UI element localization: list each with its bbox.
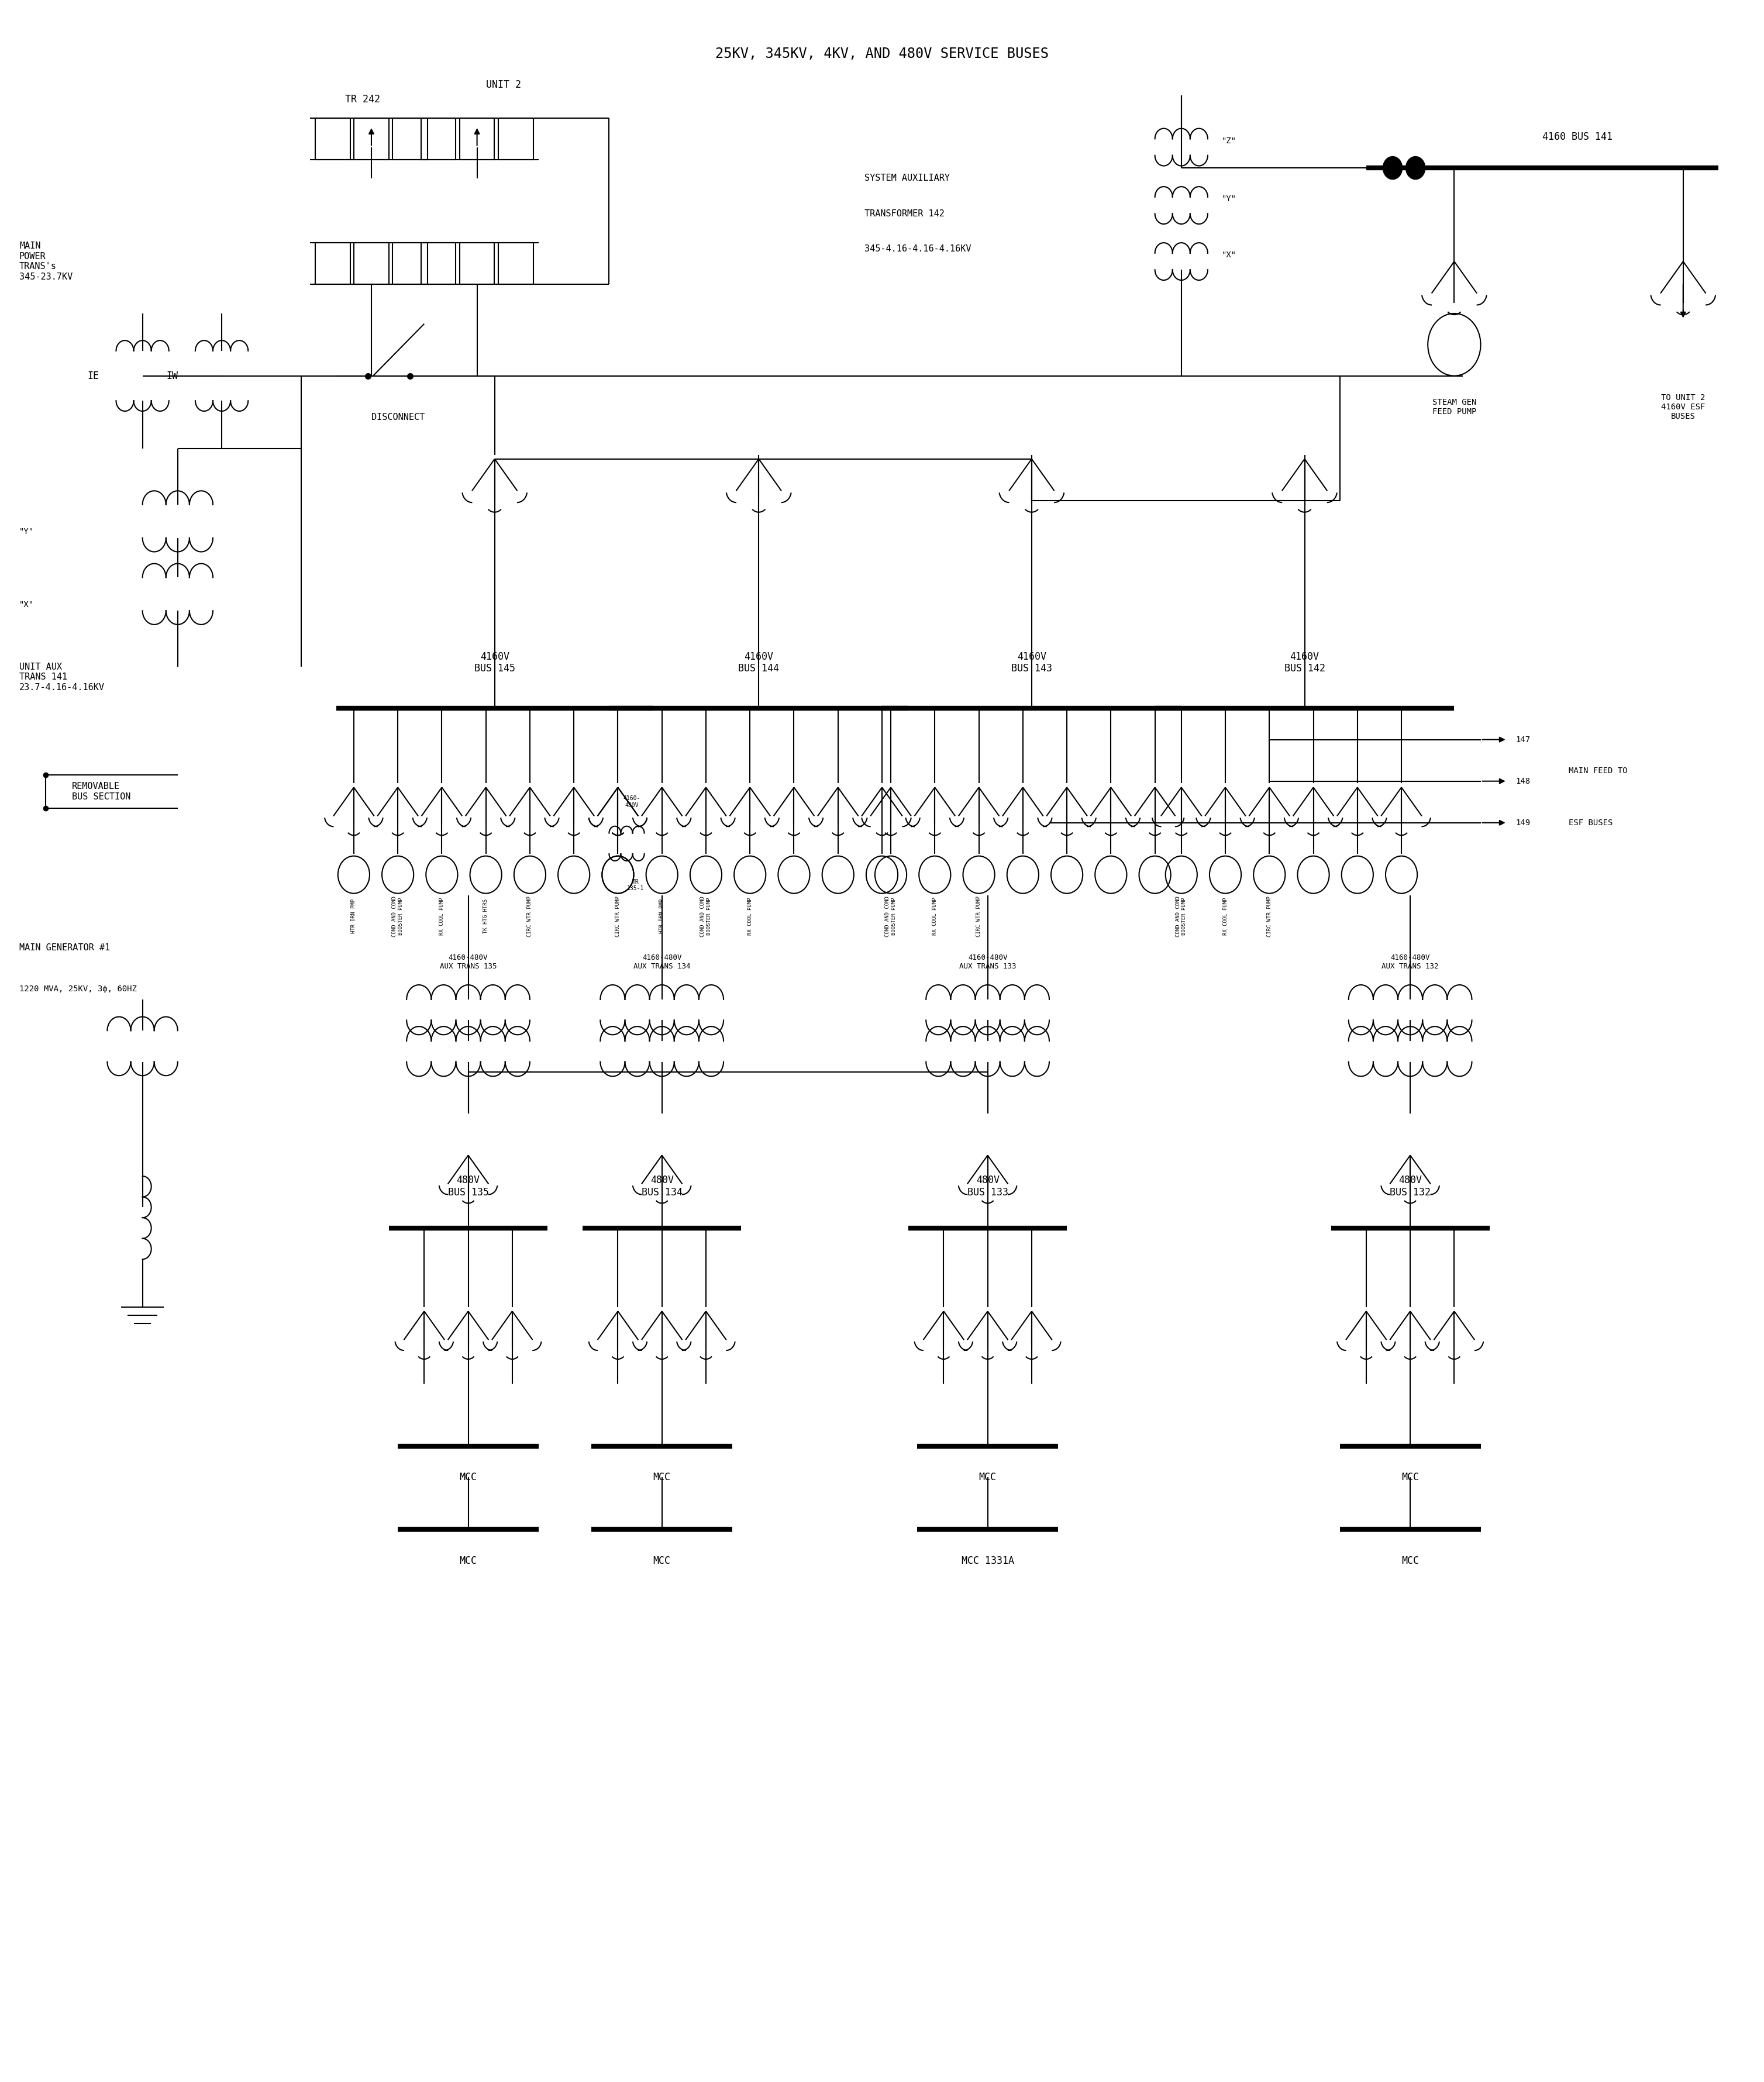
Text: MCC: MCC — [979, 1472, 997, 1482]
Text: IE: IE — [88, 371, 99, 381]
Bar — [316, 119, 349, 160]
Bar — [499, 244, 533, 285]
Bar — [460, 244, 494, 285]
Text: HTR DRN PMP: HTR DRN PMP — [351, 899, 356, 933]
Text: 4160-
480V: 4160- 480V — [623, 795, 640, 808]
Bar — [499, 119, 533, 160]
Text: 480V
BUS 134: 480V BUS 134 — [642, 1174, 683, 1197]
Text: 4160V
BUS 144: 4160V BUS 144 — [739, 652, 780, 675]
Text: ESF BUSES: ESF BUSES — [1568, 818, 1612, 827]
Text: 480V
BUS 135: 480V BUS 135 — [448, 1174, 489, 1197]
Bar — [422, 119, 455, 160]
Text: MCC: MCC — [459, 1555, 476, 1566]
Text: SYSTEM AUXILIARY: SYSTEM AUXILIARY — [864, 175, 949, 183]
Text: MCC: MCC — [1401, 1472, 1418, 1482]
Text: 345-4.16-4.16-4.16KV: 345-4.16-4.16-4.16KV — [864, 244, 972, 254]
Bar — [355, 244, 388, 285]
Text: 4160-480V
AUX TRANS 133: 4160-480V AUX TRANS 133 — [960, 954, 1016, 970]
Bar — [316, 244, 349, 285]
Text: TR
135-1: TR 135-1 — [626, 879, 644, 891]
Text: IW: IW — [166, 371, 178, 381]
Text: 149: 149 — [1515, 818, 1531, 827]
Text: 4160 BUS 141: 4160 BUS 141 — [1542, 131, 1612, 142]
Bar — [355, 119, 388, 160]
Text: TR 242: TR 242 — [346, 94, 379, 104]
Text: COND AND COND
BOOSTER PUMP: COND AND COND BOOSTER PUMP — [1175, 895, 1187, 937]
Text: MAIN GENERATOR #1: MAIN GENERATOR #1 — [19, 943, 109, 951]
Text: RX COOL PUMP: RX COOL PUMP — [1222, 897, 1228, 935]
Text: "Y": "Y" — [19, 527, 34, 535]
Circle shape — [1383, 156, 1402, 179]
Text: TRANSFORMER 142: TRANSFORMER 142 — [864, 210, 944, 219]
Text: CIRC WTR PUMP: CIRC WTR PUMP — [975, 895, 981, 937]
Text: MCC: MCC — [653, 1472, 670, 1482]
Text: 4160V
BUS 142: 4160V BUS 142 — [1284, 652, 1325, 675]
Text: 4160-480V
AUX TRANS 132: 4160-480V AUX TRANS 132 — [1381, 954, 1439, 970]
Bar — [422, 244, 455, 285]
Bar — [393, 119, 427, 160]
Text: 480V
BUS 133: 480V BUS 133 — [967, 1174, 1007, 1197]
Text: MCC: MCC — [653, 1555, 670, 1566]
Text: CIRC WTR PUMP: CIRC WTR PUMP — [1267, 895, 1272, 937]
Text: TK HTG HTRS: TK HTG HTRS — [483, 899, 489, 933]
Text: 147: 147 — [1515, 735, 1531, 743]
Text: RX COOL PUMP: RX COOL PUMP — [748, 897, 753, 935]
Text: 148: 148 — [1515, 777, 1531, 785]
Text: "X": "X" — [1222, 252, 1237, 260]
Text: MCC: MCC — [459, 1472, 476, 1482]
Text: RX COOL PUMP: RX COOL PUMP — [439, 897, 445, 935]
Text: 1220 MVA, 25KV, 3ϕ, 60HZ: 1220 MVA, 25KV, 3ϕ, 60HZ — [19, 985, 138, 993]
Text: "Z": "Z" — [1222, 137, 1237, 146]
Text: "X": "X" — [19, 600, 34, 608]
Text: 480V
BUS 132: 480V BUS 132 — [1390, 1174, 1431, 1197]
Bar — [393, 244, 427, 285]
Text: "Y": "Y" — [1222, 196, 1237, 204]
Text: COND AND COND
BOOSTER PUMP: COND AND COND BOOSTER PUMP — [392, 895, 404, 937]
Text: 4160-480V
AUX TRANS 135: 4160-480V AUX TRANS 135 — [439, 954, 497, 970]
Text: DISCONNECT: DISCONNECT — [370, 412, 425, 423]
Text: REMOVABLE
BUS SECTION: REMOVABLE BUS SECTION — [72, 783, 131, 802]
Text: TO UNIT 2
4160V ESF
BUSES: TO UNIT 2 4160V ESF BUSES — [1662, 393, 1706, 421]
Text: MCC: MCC — [1401, 1555, 1418, 1566]
Text: 4160-480V
AUX TRANS 134: 4160-480V AUX TRANS 134 — [633, 954, 690, 970]
Text: HTR DRN PMP: HTR DRN PMP — [660, 899, 665, 933]
Circle shape — [1406, 156, 1425, 179]
Text: COND AND COND
BOOSTER PUMP: COND AND COND BOOSTER PUMP — [886, 895, 896, 937]
Text: RX COOL PUMP: RX COOL PUMP — [931, 897, 937, 935]
Text: UNIT 2: UNIT 2 — [485, 79, 520, 90]
Text: 4160V
BUS 143: 4160V BUS 143 — [1011, 652, 1051, 675]
Text: MAIN
POWER
TRANS's
345-23.7KV: MAIN POWER TRANS's 345-23.7KV — [19, 242, 72, 281]
Text: MCC 1331A: MCC 1331A — [961, 1555, 1014, 1566]
Text: 4160V
BUS 145: 4160V BUS 145 — [475, 652, 515, 675]
Bar — [460, 119, 494, 160]
Text: MAIN FEED TO: MAIN FEED TO — [1568, 766, 1628, 775]
Text: 25KV, 345KV, 4KV, AND 480V SERVICE BUSES: 25KV, 345KV, 4KV, AND 480V SERVICE BUSES — [716, 46, 1048, 60]
Text: UNIT AUX
TRANS 141
23.7-4.16-4.16KV: UNIT AUX TRANS 141 23.7-4.16-4.16KV — [19, 662, 104, 691]
Text: STEAM GEN
FEED PUMP: STEAM GEN FEED PUMP — [1432, 398, 1476, 416]
Text: COND AND COND
BOOSTER PUMP: COND AND COND BOOSTER PUMP — [700, 895, 711, 937]
Text: CIRC WTR PUMP: CIRC WTR PUMP — [616, 895, 621, 937]
Text: CIRC WTR PUMP: CIRC WTR PUMP — [527, 895, 533, 937]
